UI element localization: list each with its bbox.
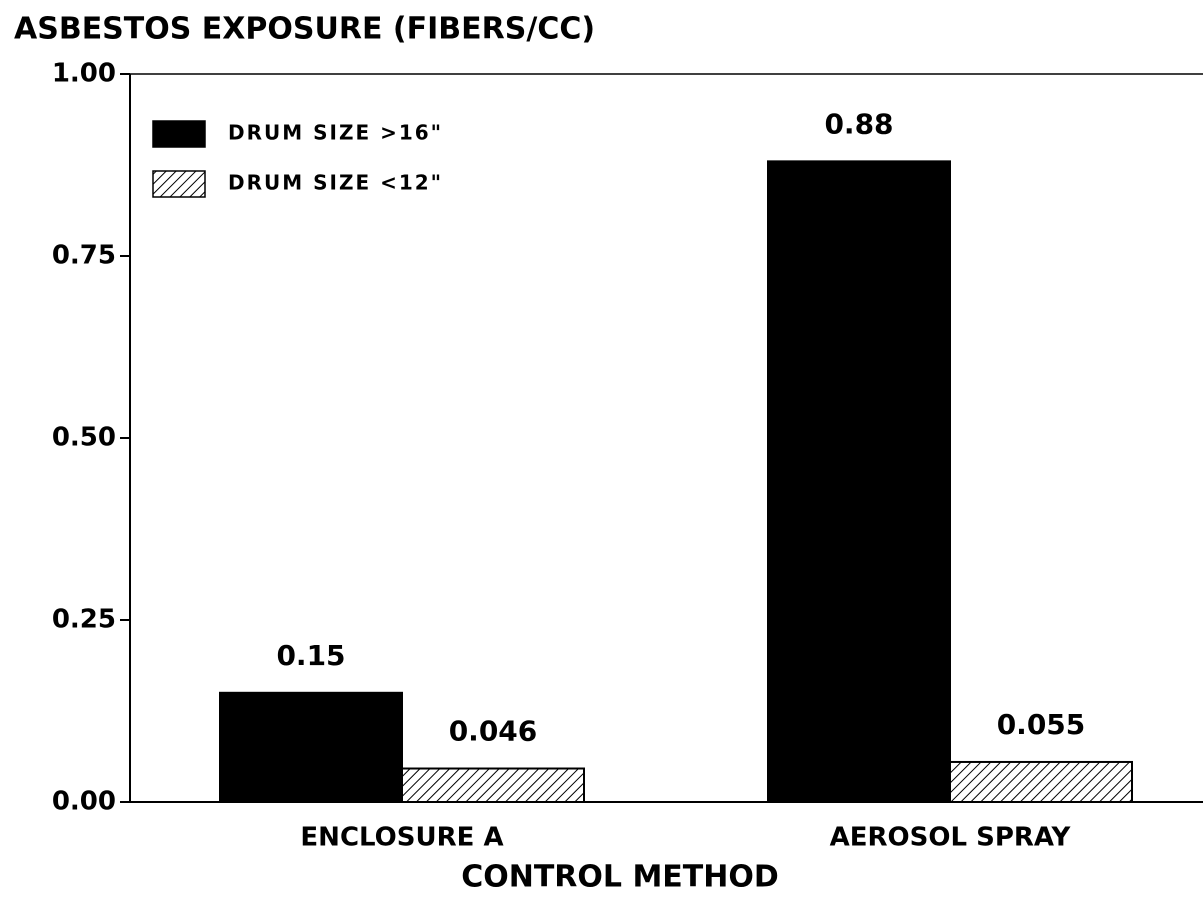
y-tick-label: 0.00 (52, 787, 116, 817)
data-label: 0.15 (276, 639, 345, 672)
legend-swatch (152, 170, 206, 198)
data-label: 0.055 (997, 708, 1086, 741)
bar (219, 691, 403, 803)
data-label: 0.046 (449, 715, 538, 748)
legend-swatch (152, 120, 206, 148)
bar (949, 760, 1133, 804)
y-tick-label: 0.25 (52, 605, 116, 635)
y-tick-label: 1.00 (52, 59, 116, 89)
legend-label: DRUM SIZE >16" (228, 121, 443, 145)
y-tick-label: 0.75 (52, 241, 116, 271)
x-tick-label: AEROSOL SPRAY (830, 823, 1072, 853)
bar (767, 160, 951, 804)
bar (401, 767, 585, 804)
x-axis-label: CONTROL METHOD (461, 860, 779, 895)
x-tick-label: ENCLOSURE A (300, 823, 503, 853)
legend-label: DRUM SIZE <12" (228, 171, 443, 195)
chart-title: ASBESTOS EXPOSURE (FIBERS/CC) (14, 12, 595, 47)
data-label: 0.88 (824, 107, 893, 140)
y-tick-label: 0.50 (52, 423, 116, 453)
